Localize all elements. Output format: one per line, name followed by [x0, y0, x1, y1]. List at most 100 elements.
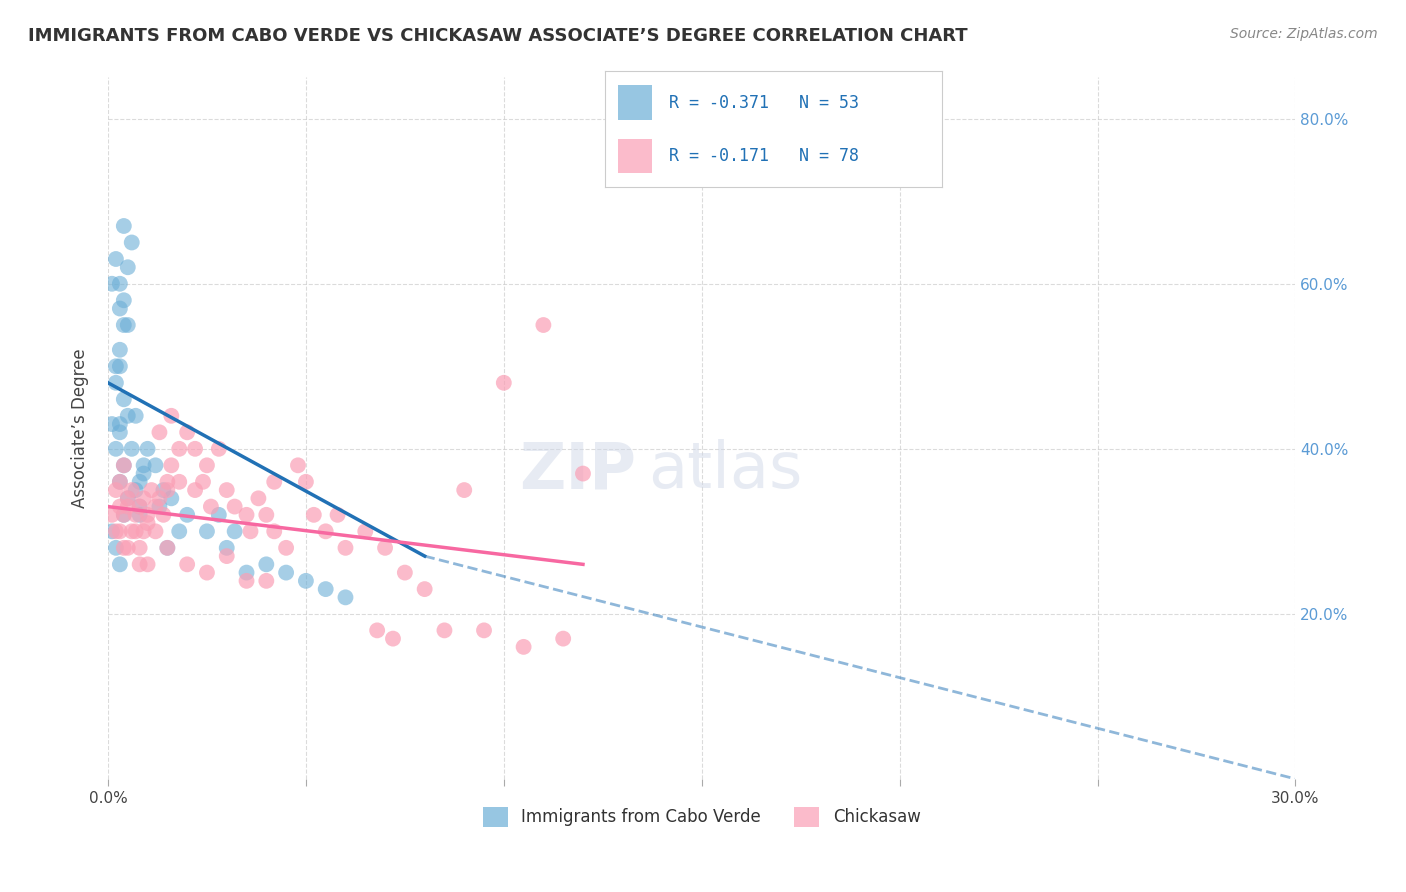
Bar [619, 86, 652, 120]
Point [274, 541, 297, 555]
Point [239, 524, 262, 539]
Point [263, 524, 285, 539]
Point [208, 508, 231, 522]
Point [112, 508, 135, 522]
Point [453, 483, 475, 497]
Point [433, 624, 456, 638]
Bar [619, 138, 652, 173]
Point [132, 458, 155, 473]
Point [254, 558, 277, 572]
Point [132, 524, 155, 539]
Point [235, 508, 257, 522]
Point [128, 558, 150, 572]
Point [128, 500, 150, 514]
Point [104, 524, 127, 539]
Point [104, 442, 127, 456]
Point [195, 524, 218, 539]
Point [176, 508, 198, 522]
Point [354, 524, 377, 539]
Text: R = -0.371   N = 53: R = -0.371 N = 53 [669, 94, 859, 112]
Point [167, 442, 190, 456]
Text: R = -0.171   N = 78: R = -0.171 N = 78 [669, 147, 859, 165]
Point [160, 409, 183, 423]
Point [104, 376, 127, 390]
Point [326, 508, 349, 522]
Point [472, 624, 495, 638]
Point [108, 301, 131, 316]
Point [200, 500, 222, 514]
Point [117, 318, 139, 332]
Point [287, 458, 309, 473]
Point [295, 475, 318, 489]
Point [108, 500, 131, 514]
Point [394, 566, 416, 580]
Point [184, 442, 207, 456]
Point [132, 491, 155, 506]
Point [215, 549, 238, 563]
Point [235, 574, 257, 588]
Point [374, 541, 396, 555]
Point [315, 524, 337, 539]
Point [195, 458, 218, 473]
Point [108, 475, 131, 489]
Text: Source: ZipAtlas.com: Source: ZipAtlas.com [1230, 27, 1378, 41]
Point [274, 566, 297, 580]
Point [136, 558, 159, 572]
Y-axis label: Associate’s Degree: Associate’s Degree [72, 349, 89, 508]
Text: atlas: atlas [648, 439, 803, 501]
Point [315, 582, 337, 596]
Point [117, 500, 139, 514]
Legend: Immigrants from Cabo Verde, Chickasaw: Immigrants from Cabo Verde, Chickasaw [477, 800, 927, 834]
Point [141, 483, 163, 497]
Point [167, 524, 190, 539]
Point [553, 632, 575, 646]
Point [112, 392, 135, 407]
Point [117, 541, 139, 555]
Point [148, 425, 170, 440]
Text: IMMIGRANTS FROM CABO VERDE VS CHICKASAW ASSOCIATE’S DEGREE CORRELATION CHART: IMMIGRANTS FROM CABO VERDE VS CHICKASAW … [28, 27, 967, 45]
Point [572, 467, 595, 481]
Point [335, 541, 357, 555]
Point [208, 442, 231, 456]
Point [148, 491, 170, 506]
Point [492, 376, 515, 390]
Point [121, 235, 143, 250]
Point [263, 475, 285, 489]
Point [413, 582, 436, 596]
Point [215, 483, 238, 497]
Point [104, 359, 127, 374]
Point [531, 318, 554, 332]
Point [160, 491, 183, 506]
Point [104, 252, 127, 266]
Point [152, 508, 174, 522]
Point [145, 524, 167, 539]
Point [121, 442, 143, 456]
Point [112, 293, 135, 308]
Point [156, 483, 179, 497]
Point [101, 524, 124, 539]
Point [148, 500, 170, 514]
Point [112, 458, 135, 473]
Point [184, 483, 207, 497]
Point [302, 508, 325, 522]
Point [128, 541, 150, 555]
Point [366, 624, 388, 638]
Point [101, 417, 124, 431]
Point [108, 524, 131, 539]
Point [195, 566, 218, 580]
Point [101, 277, 124, 291]
Point [167, 475, 190, 489]
Point [254, 574, 277, 588]
Point [128, 500, 150, 514]
Point [112, 508, 135, 522]
Point [108, 475, 131, 489]
Point [382, 632, 405, 646]
Point [117, 260, 139, 275]
Point [136, 516, 159, 530]
Point [108, 558, 131, 572]
Point [136, 442, 159, 456]
Point [224, 500, 246, 514]
Point [112, 541, 135, 555]
Point [128, 508, 150, 522]
Point [117, 491, 139, 506]
